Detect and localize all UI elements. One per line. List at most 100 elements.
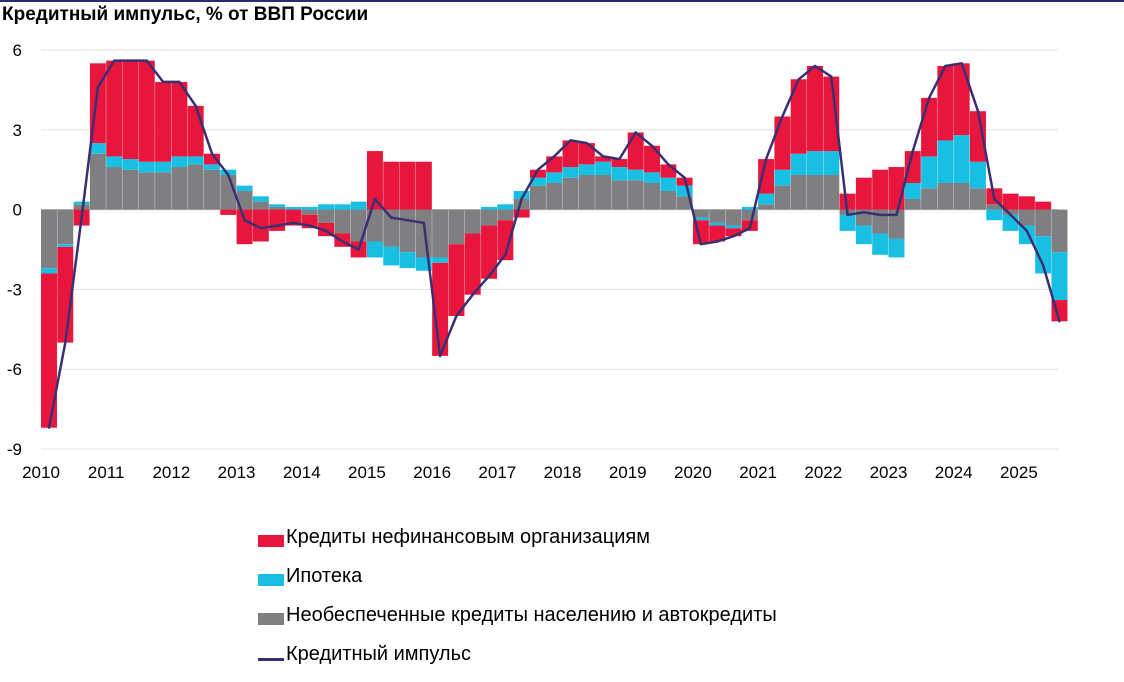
- impulse-point: [227, 173, 230, 177]
- bar-corporate: [415, 161, 432, 210]
- bar-consumer: [187, 164, 204, 210]
- bar-mortgage: [301, 206, 318, 210]
- impulse-point: [993, 197, 996, 201]
- bar-corporate: [220, 209, 237, 215]
- chart-title: Кредитный импульс, % от ВВП России: [2, 4, 369, 25]
- legend-swatch-impulse: [258, 658, 284, 661]
- bar-corporate: [578, 143, 595, 165]
- bar-mortgage: [269, 204, 286, 207]
- bar-corporate: [839, 193, 856, 210]
- impulse-point: [194, 104, 197, 108]
- bar-consumer: [513, 198, 530, 210]
- y-tick-label: 3: [13, 121, 22, 140]
- bar-corporate: [513, 209, 530, 218]
- x-tick-label: 2025: [1000, 463, 1038, 482]
- bar-corporate: [725, 228, 742, 237]
- bar-consumer: [774, 185, 791, 210]
- impulse-point: [748, 227, 752, 230]
- impulse-point: [471, 293, 474, 296]
- bar-consumer: [692, 209, 709, 218]
- bar-consumer: [448, 209, 465, 245]
- bar-mortgage: [432, 257, 449, 263]
- impulse-point: [112, 59, 116, 62]
- bar-corporate: [709, 225, 726, 242]
- bar-mortgage: [1035, 236, 1052, 274]
- bar-consumer: [366, 209, 383, 242]
- bar-mortgage: [334, 204, 351, 210]
- bar-mortgage: [855, 225, 872, 245]
- impulse-point: [64, 341, 67, 344]
- impulse-point: [830, 75, 833, 78]
- bar-mortgage: [106, 156, 123, 168]
- bar-consumer: [252, 201, 269, 210]
- impulse-point: [80, 216, 83, 219]
- impulse-point: [504, 253, 507, 257]
- bar-corporate: [1018, 196, 1035, 210]
- bar-mortgage: [399, 252, 416, 269]
- impulse-point: [96, 86, 100, 89]
- bar-mortgage: [823, 151, 840, 176]
- impulse-point: [520, 197, 523, 201]
- bar-mortgage: [562, 167, 579, 178]
- bar-consumer: [644, 183, 661, 210]
- bar-consumer: [269, 206, 286, 210]
- impulse-point: [308, 224, 311, 227]
- bar-consumer: [546, 183, 563, 210]
- x-tick-label: 2012: [152, 463, 190, 482]
- bar-consumer: [334, 209, 351, 234]
- bar-consumer: [1018, 209, 1035, 226]
- bar-corporate: [285, 209, 302, 226]
- bar-consumer: [155, 172, 172, 210]
- bar-consumer: [1002, 209, 1019, 215]
- x-tick-label: 2023: [870, 463, 908, 482]
- bar-consumer: [399, 209, 416, 253]
- bar-consumer: [318, 209, 335, 223]
- bar-consumer: [937, 183, 954, 210]
- bar-mortgage: [595, 161, 612, 176]
- bar-mortgage: [969, 161, 986, 189]
- bar-corporate: [872, 169, 889, 210]
- bar-corporate: [138, 60, 155, 162]
- bar-mortgage: [41, 268, 57, 274]
- bar-corporate: [252, 209, 269, 242]
- bar-consumer: [171, 167, 188, 210]
- impulse-point: [357, 248, 360, 251]
- impulse-point: [960, 62, 963, 65]
- bar-mortgage: [57, 244, 74, 247]
- bar-mortgage: [676, 185, 693, 197]
- bar-mortgage: [252, 196, 269, 202]
- bar-corporate: [187, 105, 204, 157]
- bar-corporate: [383, 161, 400, 210]
- bar-corporate: [1035, 201, 1052, 210]
- impulse-point: [1058, 320, 1061, 323]
- x-tick-label: 2013: [218, 463, 256, 482]
- impulse-point: [455, 314, 458, 318]
- bar-corporate: [464, 233, 481, 295]
- impulse-point: [764, 157, 768, 161]
- impulse-point: [129, 59, 132, 62]
- bar-corporate: [953, 63, 970, 136]
- bar-mortgage: [171, 156, 188, 168]
- bar-consumer: [969, 188, 986, 210]
- bar-consumer: [611, 180, 628, 210]
- legend-swatch-mortgage: [258, 574, 284, 586]
- impulse-point: [699, 242, 703, 246]
- impulse-point: [683, 176, 686, 179]
- x-tick-label: 2014: [283, 463, 321, 482]
- bar-mortgage: [73, 201, 90, 205]
- x-tick-label: 2018: [544, 463, 582, 482]
- impulse-point: [667, 163, 670, 166]
- bar-corporate: [823, 76, 840, 152]
- bar-consumer: [578, 175, 595, 210]
- bar-mortgage: [89, 143, 106, 154]
- bar-consumer: [89, 153, 106, 210]
- bar-mortgage: [790, 153, 807, 176]
- bar-corporate: [529, 169, 546, 178]
- bar-mortgage: [937, 140, 954, 183]
- bar-mortgage: [839, 214, 856, 231]
- bar-consumer: [709, 209, 726, 223]
- bar-corporate: [611, 159, 628, 168]
- bar-mortgage: [725, 225, 742, 229]
- x-tick-label: 2011: [88, 463, 125, 482]
- impulse-point: [210, 152, 214, 155]
